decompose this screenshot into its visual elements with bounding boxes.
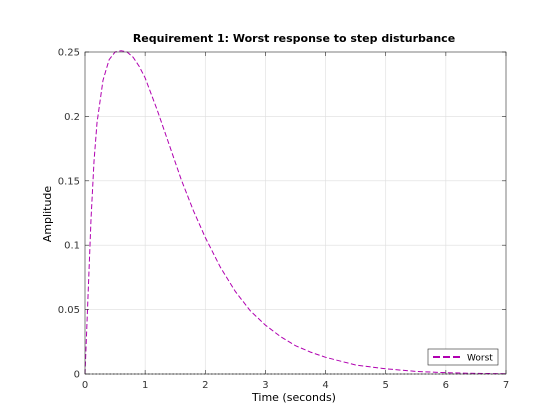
- ticks: [84, 51, 507, 375]
- grid: [85, 52, 506, 374]
- plot-frame: [84, 51, 507, 375]
- y-tick-label: 0.1: [64, 241, 80, 252]
- y-axis-label: Amplitude: [41, 186, 54, 243]
- x-tick-label: 1: [142, 380, 148, 391]
- y-tick-label: 0.2: [64, 112, 80, 123]
- chart-title: Requirement 1: Worst response to step di…: [133, 32, 455, 45]
- x-tick-label: 7: [503, 380, 509, 391]
- y-tick-label: 0.05: [58, 305, 80, 316]
- y-tick-label: 0.15: [58, 176, 80, 187]
- y-tick-label: 0.25: [58, 48, 80, 59]
- x-tick-label: 3: [262, 380, 268, 391]
- x-axis-label: Time (seconds): [251, 391, 336, 404]
- x-tick-label: 5: [383, 380, 389, 391]
- plot-area: [85, 52, 506, 374]
- tick-labels: 0 1 2 3 4 5 6 7 0 0.05 0.1 0.15 0.2 0.25: [58, 48, 509, 392]
- x-tick-label: 4: [322, 380, 328, 391]
- y-tick-label: 0: [74, 370, 80, 381]
- x-tick-label: 2: [202, 380, 208, 391]
- legend-box: [427, 348, 499, 366]
- legend: Worst: [427, 348, 499, 366]
- x-tick-label: 6: [443, 380, 449, 391]
- x-tick-label: 0: [82, 380, 88, 391]
- legend-label-worst: Worst: [467, 354, 493, 364]
